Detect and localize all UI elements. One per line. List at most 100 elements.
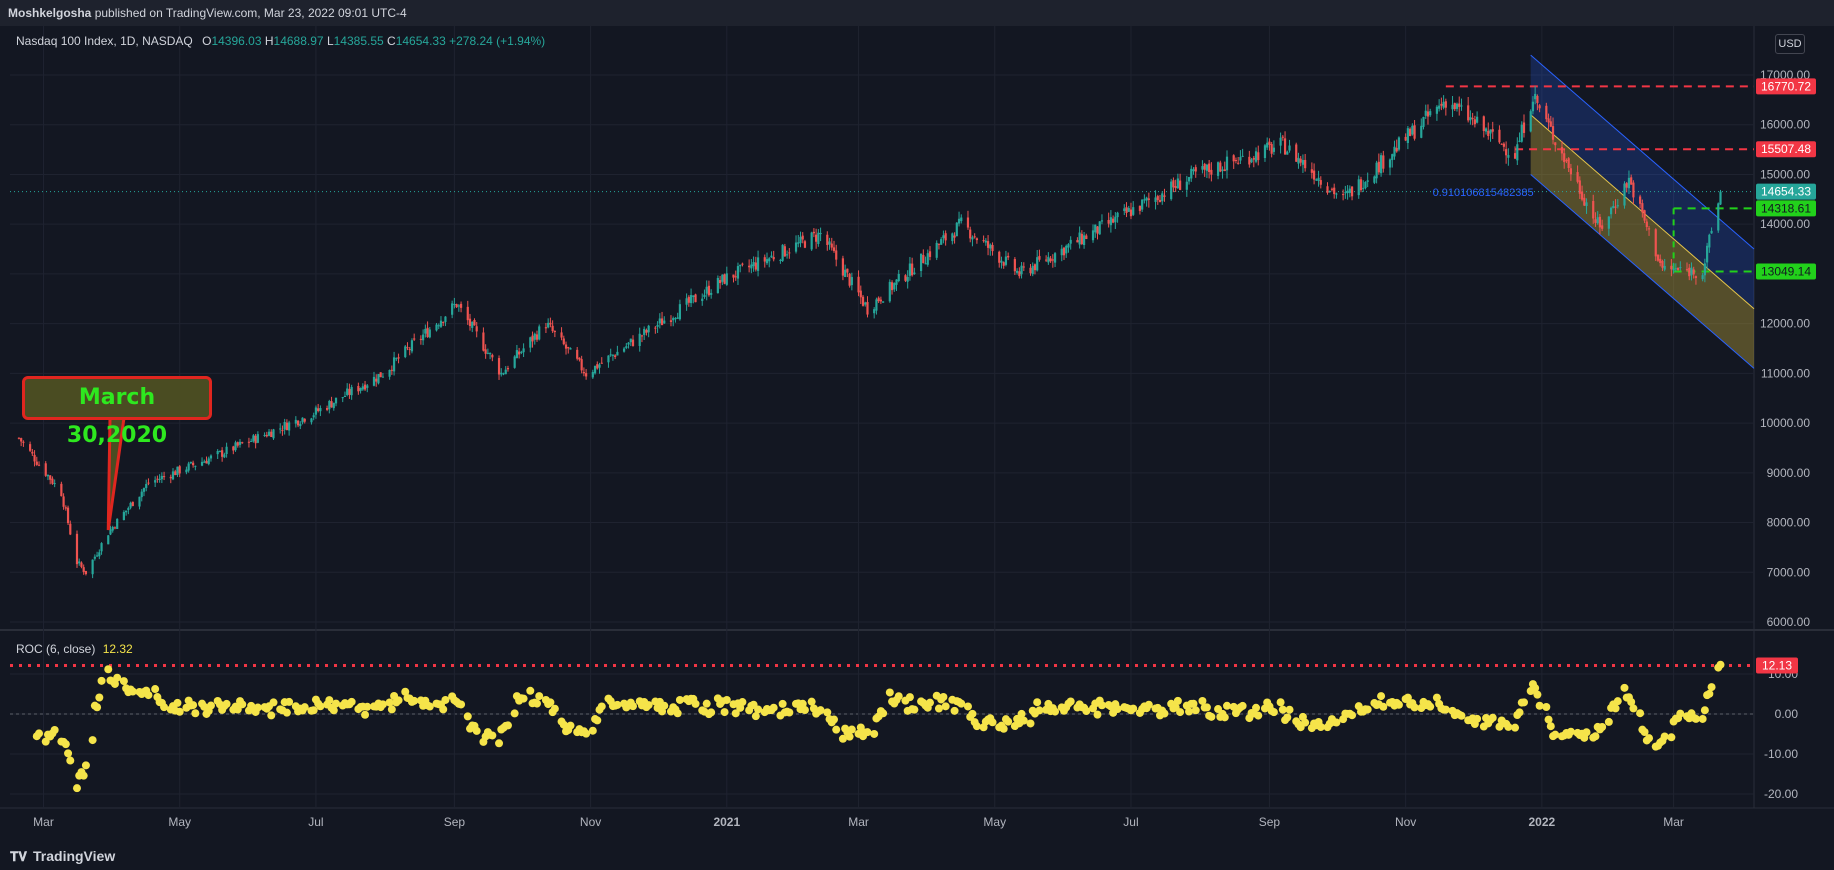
candle-body — [846, 268, 849, 273]
candle-body — [285, 422, 288, 431]
roc-point — [769, 703, 778, 712]
candle-body — [989, 244, 992, 249]
candle-body — [84, 570, 88, 575]
roc-point — [675, 695, 684, 704]
candle-body — [515, 350, 518, 359]
candle-body — [1326, 186, 1329, 193]
roc-point — [751, 712, 760, 721]
roc-point — [582, 729, 591, 738]
candle-body — [82, 567, 85, 572]
candle-body — [893, 283, 896, 290]
candle-body — [531, 335, 534, 342]
roc-point — [1283, 713, 1292, 722]
roc-point — [510, 709, 519, 718]
candle-body — [187, 463, 190, 471]
close-label: C — [387, 34, 396, 48]
candle-body — [203, 461, 206, 463]
candle-body — [1098, 221, 1101, 235]
candle-body — [1266, 142, 1269, 148]
roc-point — [64, 749, 73, 758]
candle-body — [1420, 125, 1423, 138]
candle-body — [549, 322, 552, 325]
candle-body — [1411, 125, 1414, 135]
candle-body — [966, 217, 970, 228]
candle-body — [567, 347, 570, 349]
roc-point — [104, 665, 113, 674]
candle-body — [779, 259, 782, 261]
roc-point — [488, 731, 497, 740]
roc-point — [1542, 702, 1551, 711]
candle-body — [1076, 240, 1079, 243]
candle-body — [1342, 194, 1345, 196]
roc-point — [1332, 718, 1341, 727]
candle-body — [160, 475, 163, 480]
candle-body — [750, 264, 753, 269]
candle-body — [935, 242, 938, 258]
time-tick-label: Nov — [1395, 815, 1416, 829]
price-label-text: 14318.61 — [1761, 201, 1811, 215]
candle-body — [1531, 101, 1535, 112]
roc-label: ROC (6, close) — [16, 642, 96, 656]
candle-body — [252, 435, 255, 442]
price-labels: 16770.72 15507.48 14654.33 14318.61 13049.14… — [1756, 78, 1816, 674]
price-label-text: 16770.72 — [1761, 79, 1811, 93]
roc-point — [1379, 702, 1388, 711]
candle-body — [1033, 264, 1037, 271]
candle-body — [491, 354, 494, 358]
candle-body — [533, 333, 536, 340]
author-name[interactable]: Moshkelgosha — [8, 6, 92, 20]
candle-body — [815, 234, 818, 242]
roc-point — [1160, 709, 1169, 718]
candle-body — [1560, 147, 1564, 154]
roc-point — [1033, 698, 1042, 707]
candle-body — [1288, 145, 1291, 151]
candle-body — [1694, 276, 1698, 278]
candle-body — [75, 533, 79, 565]
candle-body — [768, 258, 771, 262]
symbol-legend[interactable]: Nasdaq 100 Index, 1D, NASDAQ O14396.03 H… — [16, 34, 545, 48]
candle-body — [908, 263, 912, 276]
candle-body — [343, 396, 347, 398]
candle-body — [1004, 256, 1008, 265]
roc-point — [629, 702, 638, 711]
candle-body — [732, 274, 735, 278]
candle-body — [877, 297, 880, 302]
candle-body — [377, 374, 380, 384]
candle-body — [520, 351, 523, 353]
candle-body — [1272, 147, 1275, 152]
roc-point — [1129, 704, 1138, 713]
candle-body — [1391, 154, 1394, 161]
roc-point — [972, 722, 981, 731]
candle-body — [689, 295, 693, 304]
tradingview-logo[interactable]: 𝐓𝐕 TradingView — [10, 848, 115, 865]
currency-button[interactable]: USD — [1775, 34, 1805, 54]
candle-body — [145, 483, 148, 489]
candle-body — [629, 338, 632, 343]
candle-body — [687, 296, 690, 303]
candle-body — [1491, 129, 1494, 132]
candle-body — [799, 236, 802, 244]
candle-body — [1283, 138, 1287, 155]
price-chart[interactable]: 0.910106815482385 17000.0016000.0015000.… — [0, 0, 1834, 842]
candle-body — [937, 243, 941, 245]
roc-point — [1627, 698, 1636, 707]
roc-point — [1035, 706, 1044, 715]
candle-body — [138, 496, 141, 507]
roc-point — [597, 702, 606, 711]
candle-body — [129, 502, 132, 508]
annotation-callout[interactable]: March 30,2020 — [22, 376, 212, 448]
roc-label-text: 12.13 — [1762, 658, 1792, 672]
roc-point — [472, 726, 481, 735]
candle-body — [1442, 101, 1445, 108]
roc-point — [845, 732, 854, 741]
candle-body — [444, 316, 447, 323]
roc-point — [463, 712, 472, 721]
roc-point — [191, 709, 200, 718]
candle-body — [296, 420, 300, 426]
candle-body — [1013, 259, 1016, 272]
candle-body — [609, 354, 612, 356]
candle-body — [1688, 267, 1691, 277]
roc-legend[interactable]: ROC (6, close) 12.32 — [16, 642, 133, 656]
roc-point — [410, 696, 419, 705]
candle-body — [395, 358, 398, 360]
